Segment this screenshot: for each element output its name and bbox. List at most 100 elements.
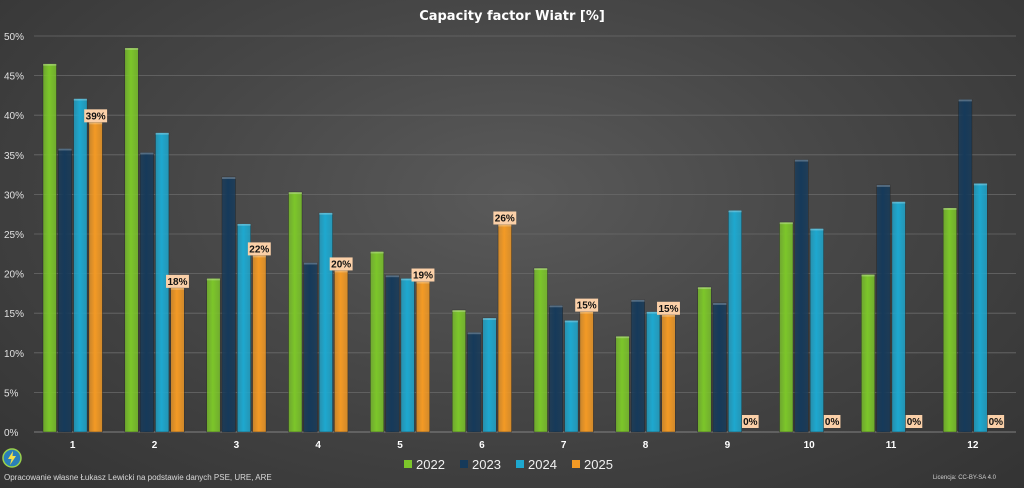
x-tick-label: 2: [152, 440, 158, 451]
data-label-2025: 26%: [495, 213, 515, 224]
data-label-bg: [575, 298, 599, 312]
bar-2024-5: [400, 278, 415, 433]
x-axis-ticks: 1 2 3 4 5 6 7 8 9 10 11 12: [70, 440, 979, 451]
bar-top-highlight: [728, 210, 742, 213]
legend-label-2025: 2025: [584, 457, 613, 472]
bar-2022-8: [615, 335, 630, 433]
y-tick-label: 45%: [4, 72, 24, 83]
bar-top-highlight: [661, 314, 676, 317]
bar-top-highlight: [385, 275, 400, 278]
bar-top-highlight: [288, 192, 302, 195]
data-labels: 39% 18% 22% 20% 19% 26% 15% 15% 0% 0% 0% 0%: [84, 109, 1005, 428]
bar-top-highlight: [534, 268, 548, 271]
legend: 2022 2023 2024 2025: [404, 457, 613, 472]
bar-2023-11: [876, 184, 891, 433]
bar-top-highlight: [779, 222, 793, 225]
bar-2022-7: [533, 267, 548, 433]
bar-2022-12: [942, 207, 957, 433]
bar-top-highlight: [206, 278, 221, 281]
bar-2022-2: [124, 47, 139, 433]
bar-2025-1: [88, 122, 103, 433]
bar-2025-6: [497, 224, 512, 433]
bar-2025-8: [661, 314, 676, 433]
chart-title: Capacity factor Wiatr [%]: [419, 9, 605, 24]
y-tick-label: 25%: [4, 230, 24, 241]
bar-2024-11: [891, 201, 906, 433]
bar-top-highlight: [958, 99, 972, 102]
bar-2023-4: [303, 262, 318, 433]
bar-2025-7: [579, 311, 594, 433]
bar-2024-8: [646, 311, 661, 433]
bar-top-highlight: [73, 98, 88, 101]
license-note: Licencja: CC-BY-SA 4.0: [932, 475, 996, 481]
data-label-bg: [905, 415, 923, 428]
bar-top-highlight: [564, 320, 579, 323]
bar-top-highlight: [615, 336, 630, 339]
bar-top-highlight: [58, 148, 72, 151]
x-tick-label: 4: [315, 440, 321, 451]
bar-top-highlight: [303, 262, 318, 265]
bar-top-highlight: [810, 228, 824, 231]
bar-top-highlight: [170, 287, 185, 290]
bar-2023-2: [139, 152, 154, 433]
bars: [42, 47, 988, 433]
bar-2022-11: [861, 274, 876, 433]
y-tick-label: 50%: [4, 32, 24, 43]
bar-2022-5: [370, 251, 385, 433]
data-label-2025: 15%: [658, 304, 678, 315]
bar-top-highlight: [467, 332, 481, 335]
x-tick-label: 6: [479, 440, 485, 451]
bar-2022-3: [206, 278, 221, 433]
x-tick-label: 9: [725, 440, 731, 451]
y-tick-label: 35%: [4, 151, 24, 162]
bar-top-highlight: [549, 305, 563, 308]
legend-swatch-2024: [516, 460, 524, 468]
bar-top-highlight: [252, 255, 267, 258]
legend-label-2022: 2022: [416, 457, 445, 472]
data-label-2025: 18%: [167, 277, 187, 288]
bar-top-highlight: [140, 152, 154, 155]
x-tick-label: 12: [967, 440, 979, 451]
data-label-bg: [411, 268, 435, 282]
bar-top-highlight: [794, 159, 809, 162]
legend-swatch-2025: [572, 460, 580, 468]
bar-top-highlight: [43, 63, 57, 66]
bar-2023-1: [58, 148, 72, 433]
bar-top-highlight: [319, 212, 333, 215]
data-label-bg: [84, 109, 108, 123]
data-label-bg: [823, 415, 841, 428]
bar-2024-1: [73, 98, 88, 433]
bar-2022-4: [288, 191, 303, 433]
bar-2024-12: [973, 183, 988, 433]
bar-top-highlight: [370, 251, 384, 254]
y-tick-label: 20%: [4, 270, 24, 281]
bar-top-highlight: [400, 278, 415, 281]
bar-2024-7: [564, 320, 579, 433]
bar-2024-9: [728, 210, 742, 433]
bar-2023-10: [794, 159, 809, 433]
data-label-bg: [247, 242, 271, 256]
bar-2023-6: [467, 332, 482, 433]
data-label-bg: [493, 211, 517, 225]
bar-2023-3: [221, 176, 236, 433]
bar-2023-9: [712, 302, 727, 433]
data-label-bg: [166, 274, 189, 288]
bar-2022-10: [779, 221, 794, 433]
legend-label-2023: 2023: [472, 457, 501, 472]
bar-top-highlight: [334, 270, 348, 273]
bar-top-highlight: [712, 302, 727, 305]
data-label-2025: 15%: [577, 301, 597, 312]
bar-top-highlight: [482, 317, 497, 320]
bar-top-highlight: [861, 274, 875, 277]
bar-top-highlight: [891, 201, 906, 204]
bar-top-highlight: [697, 287, 712, 290]
bar-top-highlight: [124, 47, 139, 50]
y-tick-label: 30%: [4, 190, 24, 201]
bar-top-highlight: [221, 176, 236, 179]
bar-2024-3: [237, 223, 251, 433]
x-tick-label: 10: [804, 440, 816, 451]
bar-2023-12: [958, 99, 973, 433]
bar-top-highlight: [237, 223, 251, 226]
y-tick-label: 40%: [4, 111, 24, 122]
x-tick-label: 11: [886, 440, 897, 451]
